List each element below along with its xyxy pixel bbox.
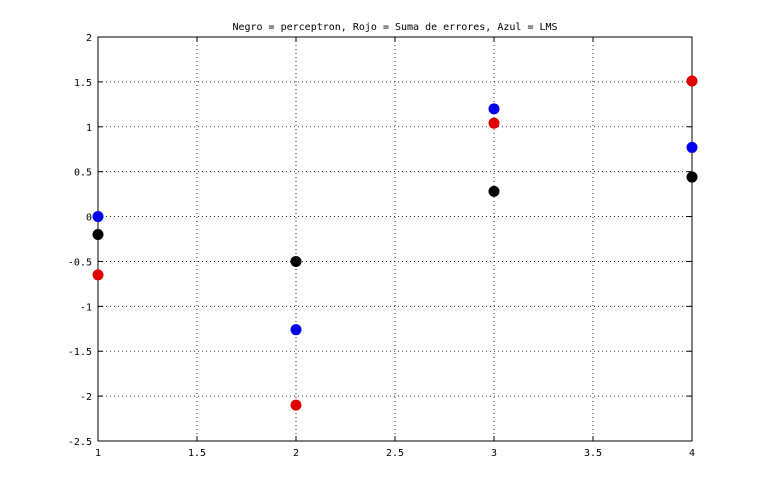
y-tick-label: -2.5 bbox=[68, 437, 92, 448]
data-point bbox=[686, 75, 698, 87]
y-tick-label: 0 bbox=[86, 213, 92, 224]
x-tick-label: 4 bbox=[689, 448, 695, 459]
data-point bbox=[290, 324, 302, 336]
data-point bbox=[488, 185, 500, 197]
x-tick-label: 2.5 bbox=[386, 448, 404, 459]
data-point bbox=[686, 141, 698, 153]
data-point bbox=[92, 229, 104, 241]
data-point bbox=[92, 269, 104, 281]
axis-ticks: 1 1.5 2 2.5 3 3.5 4 -2.5 -2 -1.5 -1 -0.5 0 0.5 1 1.5 2 bbox=[68, 33, 695, 459]
y-tick-label: 1 bbox=[86, 123, 92, 134]
x-tick-label: 1.5 bbox=[188, 448, 206, 459]
y-tick-label: 1.5 bbox=[74, 78, 92, 89]
y-tick-label: -1 bbox=[80, 302, 92, 313]
y-tick-label: 0.5 bbox=[74, 168, 92, 179]
y-tick-label: -2 bbox=[80, 392, 92, 403]
data-point bbox=[92, 211, 104, 223]
x-tick-label: 3.5 bbox=[584, 448, 602, 459]
data-point bbox=[290, 399, 302, 411]
chart-title: Negro = perceptron, Rojo = Suma de error… bbox=[232, 22, 557, 33]
data-point bbox=[686, 171, 698, 183]
x-tick-label: 1 bbox=[95, 448, 101, 459]
data-points bbox=[92, 75, 698, 411]
y-tick-label: -1.5 bbox=[68, 347, 92, 358]
data-point bbox=[290, 255, 302, 267]
x-tick-label: 3 bbox=[491, 448, 497, 459]
data-point bbox=[488, 117, 500, 129]
data-point bbox=[488, 103, 500, 115]
x-tick-label: 2 bbox=[293, 448, 299, 459]
y-tick-label: -0.5 bbox=[68, 257, 92, 268]
y-tick-label: 2 bbox=[86, 33, 92, 44]
grid bbox=[98, 37, 692, 441]
